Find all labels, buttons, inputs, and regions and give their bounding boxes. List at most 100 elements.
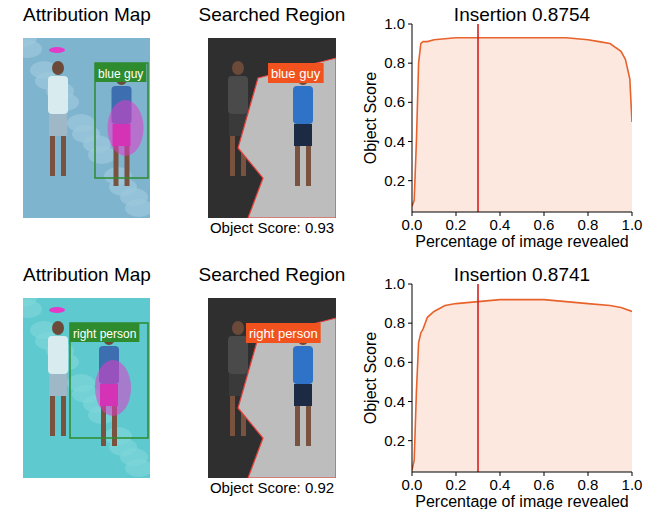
image-background	[23, 298, 150, 478]
person-head	[232, 61, 244, 75]
x-tick-label: 0.6	[534, 476, 555, 493]
image-background	[23, 38, 150, 218]
x-tick-label: 0.2	[446, 216, 467, 233]
person-legs	[49, 374, 67, 396]
bbox	[95, 63, 148, 178]
y-axis-title: Object Score	[362, 72, 379, 165]
texture	[23, 300, 42, 318]
box-label: right person	[73, 327, 136, 341]
attribution-hot	[49, 307, 65, 313]
vline	[477, 284, 479, 472]
y-tick	[408, 440, 412, 441]
panel-title: Attribution Map	[23, 4, 151, 25]
y-tick-label: 0.6	[384, 93, 405, 110]
box-label: right person	[249, 326, 318, 341]
figure: Attribution Map Searched Region blue guy bl…	[0, 0, 660, 509]
person-leg	[295, 146, 300, 186]
x-tick-label: 0.2	[446, 476, 467, 493]
y-tick-label: 0.4	[384, 393, 405, 410]
y-axis	[412, 24, 413, 212]
texture	[125, 459, 150, 477]
attribution-hot	[108, 100, 144, 156]
y-tick-label: 0.6	[384, 353, 405, 370]
image-background	[208, 298, 336, 478]
x-tick-label: 0.4	[490, 216, 511, 233]
line	[412, 300, 632, 470]
box-label: blue guy	[271, 66, 321, 81]
person-leg	[61, 136, 66, 176]
y-axis	[412, 284, 413, 472]
texture	[72, 125, 100, 143]
image-row: Attribution Map Searched Region right pers…	[9, 264, 345, 496]
person-leg	[50, 396, 55, 436]
attribution-image: blue guy	[23, 38, 150, 218]
y-tick	[408, 102, 412, 103]
box-label-bg	[95, 63, 146, 82]
panel-title: Searched Region	[199, 4, 346, 25]
chart-title: Insertion 0.8754	[454, 4, 591, 25]
y-tick-label: 0.4	[384, 133, 405, 150]
y-tick-label: 1.0	[384, 275, 405, 292]
person-leg	[306, 146, 311, 186]
texture	[109, 178, 137, 196]
texture	[125, 199, 150, 217]
x-tick-label: 0.0	[402, 216, 423, 233]
person-legs	[49, 114, 67, 136]
person-leg	[61, 396, 66, 436]
x-axis-title: Percentage of image revealed	[415, 233, 628, 250]
y-tick	[408, 284, 412, 285]
x-tick-label: 0.6	[534, 216, 555, 233]
x-axis	[412, 472, 632, 473]
plot-area	[412, 24, 632, 212]
panel-title: Searched Region	[199, 264, 346, 285]
person-leg	[306, 406, 311, 446]
plot-area	[412, 284, 632, 472]
box-label-bg	[246, 323, 321, 343]
searched-region	[238, 318, 336, 478]
x-tick-label: 0.0	[402, 476, 423, 493]
x-axis	[412, 212, 632, 213]
y-tick	[408, 63, 412, 64]
y-axis-title: Object Score	[362, 332, 379, 425]
texture	[23, 40, 42, 58]
box-label-bg	[70, 323, 139, 342]
box-label-bg	[268, 63, 324, 83]
image-row: Attribution Map Searched Region blue guy bl…	[9, 4, 345, 236]
area	[412, 300, 632, 472]
y-tick-label: 0.2	[384, 432, 405, 449]
person-body	[228, 76, 248, 114]
x-tick-label: 0.8	[578, 476, 599, 493]
person-body	[228, 336, 248, 374]
searched-region	[238, 58, 336, 218]
person-leg	[230, 396, 235, 436]
person-body	[293, 86, 313, 124]
line	[412, 38, 632, 206]
y-tick	[408, 401, 412, 402]
y-tick-label: 0.8	[384, 54, 405, 71]
y-tick-label: 0.8	[384, 314, 405, 331]
x-tick-label: 0.8	[578, 216, 599, 233]
y-tick	[408, 180, 412, 181]
y-tick	[408, 323, 412, 324]
person-body	[48, 336, 68, 374]
object-score: Object Score: 0.93	[210, 219, 334, 236]
x-tick-label: 0.4	[490, 476, 511, 493]
vline	[477, 24, 479, 212]
x-tick-label: 1.0	[622, 476, 643, 493]
chart: Insertion 0.8754 0.2 0.4 0.6 0.8 1.0 0.0 0.2 0.4…	[362, 4, 642, 250]
person-legs	[294, 384, 312, 406]
x-tick-label: 1.0	[622, 216, 643, 233]
person-head	[232, 321, 244, 335]
y-tick-label: 0.2	[384, 172, 405, 189]
searched-image: blue guy	[208, 38, 336, 218]
area	[412, 38, 632, 212]
box-label: blue guy	[98, 67, 143, 81]
y-tick	[408, 362, 412, 363]
attribution-hot	[95, 360, 131, 416]
panel-title: Attribution Map	[23, 264, 151, 285]
person-legs	[294, 124, 312, 146]
y-tick	[408, 24, 412, 25]
image-background	[208, 38, 336, 218]
person-leg	[230, 136, 235, 176]
searched-image: right person	[208, 298, 336, 478]
